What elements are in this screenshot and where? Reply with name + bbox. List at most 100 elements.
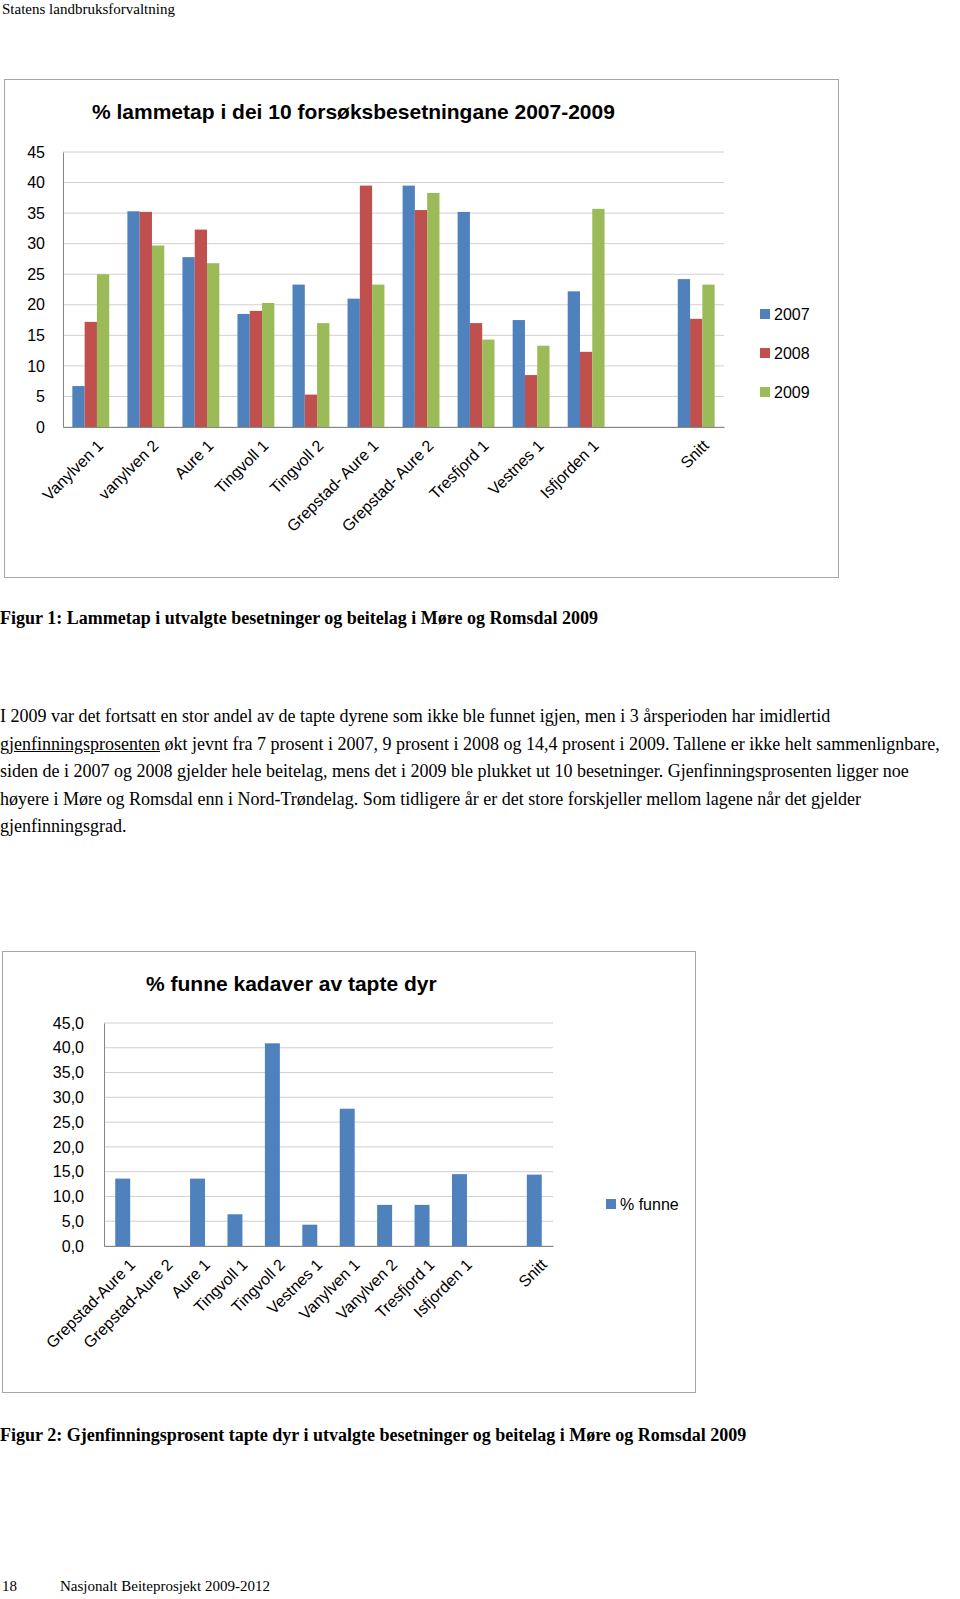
legend: 2007 2008 2009 <box>760 306 810 401</box>
x-tick-label: vanylven 2 <box>95 437 161 503</box>
bar <box>227 1214 242 1246</box>
y-tick: 45,0 <box>53 1015 104 1032</box>
legend-swatch <box>760 387 770 397</box>
y-tick-label: 45 <box>27 144 45 161</box>
x-tick: Isfjorden 1 <box>537 427 602 502</box>
x-tick: Snitt <box>677 427 712 471</box>
grid <box>63 152 724 427</box>
bars <box>115 1043 542 1246</box>
grid-line <box>63 152 724 153</box>
y-tick-label: 0 <box>36 419 45 436</box>
bar <box>262 303 274 427</box>
x-tick: vanylven 2 <box>95 427 161 503</box>
bar <box>140 212 152 427</box>
legend-label: 2007 <box>774 306 810 323</box>
bar <box>525 375 537 427</box>
y-tick-label: 20,0 <box>53 1139 84 1156</box>
bar <box>317 323 329 427</box>
y-axis: 051015202530354045 <box>27 144 63 436</box>
legend-label: % funne <box>620 1196 679 1213</box>
bars <box>72 186 714 427</box>
y-tick: 10 <box>27 358 63 375</box>
y-tick: 35 <box>27 205 63 222</box>
x-tick: Grepstad- Aure 1 <box>284 427 382 535</box>
y-tick: 15 <box>27 327 63 344</box>
bar <box>340 1109 355 1246</box>
bar <box>153 1246 168 1247</box>
bar <box>348 299 360 427</box>
y-tick: 25 <box>27 266 63 283</box>
bar <box>482 340 494 427</box>
bar <box>190 1179 205 1246</box>
legend-swatch <box>606 1199 616 1209</box>
bar <box>458 212 470 427</box>
bar <box>415 1205 430 1246</box>
y-axis: 0,05,010,015,020,025,030,035,040,045,0 <box>53 1015 105 1255</box>
x-tick: Isfjorden 1 <box>410 1246 475 1321</box>
y-tick: 30 <box>27 235 63 252</box>
chart-frame <box>3 952 696 1393</box>
bar <box>97 274 109 427</box>
grid-line <box>104 1023 553 1024</box>
bar <box>127 211 139 427</box>
chart-frame <box>5 80 839 578</box>
grid-line <box>104 1146 553 1147</box>
x-tick-label: Grepstad- Aure 1 <box>284 437 382 535</box>
x-tick-label: Tingvoll 1 <box>212 437 272 497</box>
x-axis: Grepstad-Aure 1Grepstad-Aure 2Aure 1Ting… <box>43 1246 554 1351</box>
x-tick-label: Grepstad- Aure 2 <box>339 437 437 535</box>
bar <box>702 285 714 427</box>
y-tick: 5,0 <box>62 1213 104 1230</box>
y-tick: 30,0 <box>53 1089 104 1106</box>
caption: Figur 1: Lammetap i utvalgte besetninger… <box>0 608 598 629</box>
bar <box>305 395 317 427</box>
x-tick-label: Tresfjord 1 <box>426 437 492 503</box>
y-tick-label: 45,0 <box>53 1015 84 1032</box>
y-tick-label: 30 <box>27 235 45 252</box>
x-tick: Grepstad-Aure 2 <box>80 1246 176 1351</box>
x-tick-label: Isfjorden 1 <box>410 1256 475 1321</box>
chart-title: % lammetap i dei 10 forsøksbesetningane … <box>92 100 615 123</box>
y-tick-label: 15 <box>27 327 45 344</box>
grid-line <box>104 1246 553 1247</box>
grid-line <box>104 1072 553 1073</box>
x-tick: Aure 1 <box>171 427 216 482</box>
bar <box>195 230 207 427</box>
y-tick-label: 10,0 <box>53 1188 84 1205</box>
chart: % funne kadaver av tapte dyr0,05,010,015… <box>2 951 696 1393</box>
bar <box>372 285 384 427</box>
legend-label: 2008 <box>774 345 810 362</box>
legend: % funne <box>606 1196 679 1213</box>
paragraph: I 2009 var det fortsatt en stor andel av… <box>0 703 958 841</box>
bar <box>513 320 525 427</box>
footer-page: 18 <box>2 1578 17 1595</box>
bar <box>470 323 482 427</box>
x-axis-line <box>64 427 725 428</box>
x-tick: Snitt <box>515 1246 550 1290</box>
grid-line <box>63 243 724 244</box>
y-axis-line <box>63 153 64 428</box>
y-tick-label: 5,0 <box>62 1213 84 1230</box>
grid-line <box>104 1097 553 1098</box>
y-tick: 15,0 <box>53 1163 104 1180</box>
y-tick-label: 35,0 <box>53 1064 84 1081</box>
bar <box>580 352 592 427</box>
grid-line <box>104 1122 553 1123</box>
grid-line <box>104 1047 553 1048</box>
bar <box>207 263 219 427</box>
grid-line <box>63 182 724 183</box>
y-tick-label: 15,0 <box>53 1163 84 1180</box>
bar <box>115 1179 130 1246</box>
bar <box>427 193 439 427</box>
x-tick-label: Vanylven 1 <box>39 437 106 504</box>
y-tick: 0 <box>36 419 63 436</box>
bar <box>592 209 604 427</box>
bar <box>403 186 415 427</box>
y-tick: 0,0 <box>62 1238 104 1255</box>
y-tick: 45 <box>27 144 63 161</box>
y-tick-label: 20 <box>27 296 45 313</box>
bar <box>678 279 690 427</box>
y-tick: 40 <box>27 174 63 191</box>
y-tick: 40,0 <box>53 1039 104 1056</box>
legend-label: 2009 <box>774 384 810 401</box>
